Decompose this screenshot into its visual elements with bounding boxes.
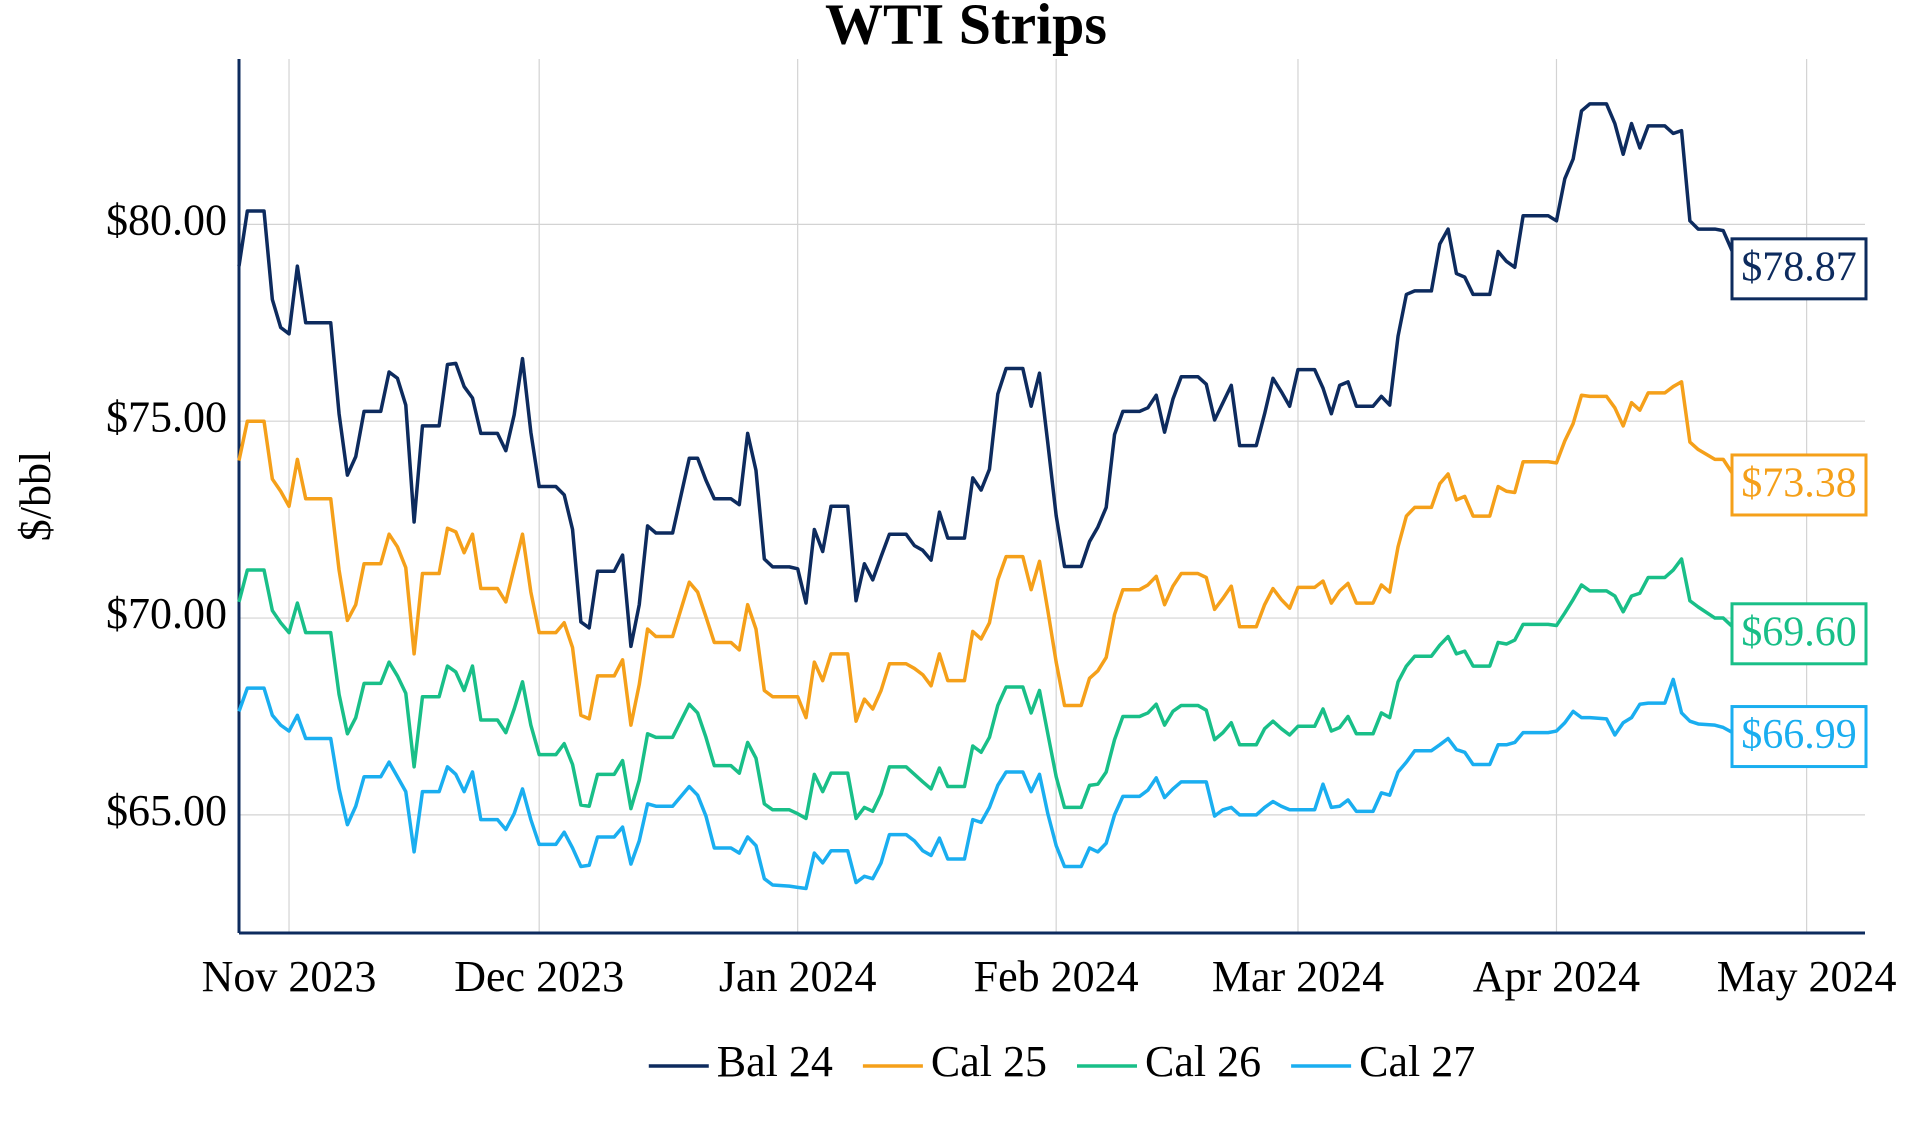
x-tick-label: Apr 2024 <box>1473 952 1640 1001</box>
legend-label: Cal 27 <box>1359 1037 1475 1086</box>
y-tick-label: $80.00 <box>106 195 227 244</box>
series-line <box>237 102 1742 649</box>
x-tick-label: Feb 2024 <box>974 952 1139 1001</box>
end-label-box <box>1730 705 1868 769</box>
y-tick-label: $70.00 <box>106 589 227 638</box>
series-line <box>237 380 1742 727</box>
end-label: $69.60 <box>1741 609 1857 655</box>
end-label: $78.87 <box>1741 244 1857 290</box>
x-tick-label: Dec 2023 <box>454 952 624 1001</box>
series-line <box>237 557 1742 821</box>
legend-label: Cal 25 <box>931 1037 1047 1086</box>
chart-title: WTI Strips <box>825 0 1107 56</box>
end-label: $66.99 <box>1741 712 1857 758</box>
x-tick-label: May 2024 <box>1717 952 1897 1001</box>
legend: Bal 24 Cal 25 Cal 26 Cal 27 <box>648 1037 1475 1086</box>
legend-label: Cal 26 <box>1145 1037 1261 1086</box>
end-label-box <box>1730 237 1868 301</box>
y-tick-label: $75.00 <box>106 392 227 441</box>
x-tick-label: Jan 2024 <box>719 952 877 1001</box>
end-label: $73.38 <box>1741 461 1857 507</box>
series-line <box>237 677 1741 891</box>
end-label-box <box>1730 602 1868 666</box>
end-label-box <box>1730 453 1868 517</box>
x-tick-label: Nov 2023 <box>202 952 377 1001</box>
y-tick-label: $65.00 <box>106 786 227 835</box>
y-axis-title: $/bbl <box>11 451 60 541</box>
x-tick-label: Mar 2024 <box>1212 952 1384 1001</box>
legend-label: Bal 24 <box>717 1037 833 1086</box>
